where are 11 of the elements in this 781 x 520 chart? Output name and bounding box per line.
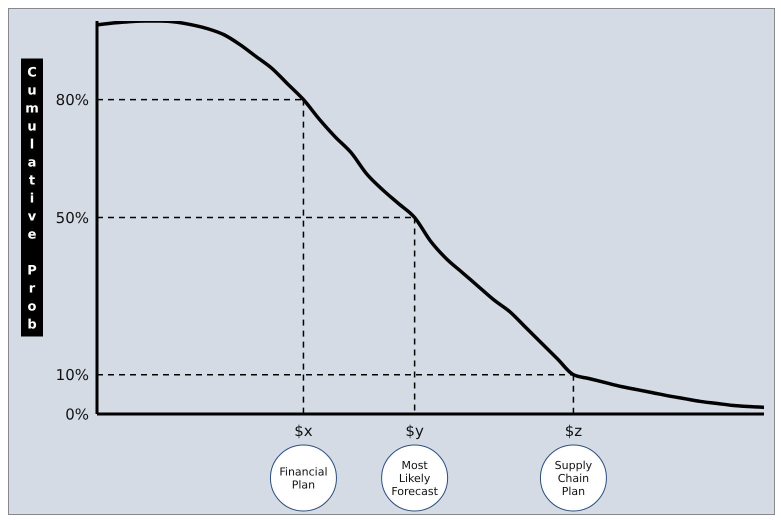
y-tick-label: 0% xyxy=(65,405,89,424)
x-tick-label: $y xyxy=(405,422,424,440)
text: Supply Chain Plan xyxy=(554,459,593,498)
x-tick-label: $x xyxy=(294,422,313,440)
y-tick-label: 50% xyxy=(56,208,89,227)
y-tick-label: 10% xyxy=(56,366,89,384)
x-tick-label: $z xyxy=(564,422,582,440)
text: Financial Plan xyxy=(279,466,328,492)
text: Cumulative Prob xyxy=(25,66,39,332)
y-tick-label: 80% xyxy=(56,90,89,109)
text: Most Likely Forecast xyxy=(391,459,439,498)
